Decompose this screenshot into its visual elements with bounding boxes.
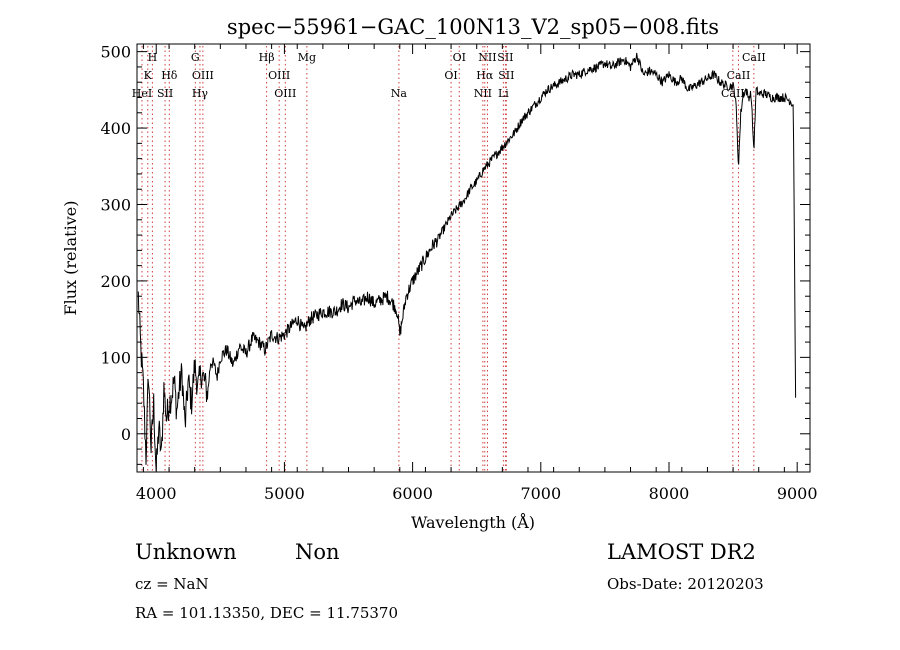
line-marker-label-16: SII <box>497 51 513 64</box>
axes-layer: 4000 5000 6000 7000 8000 9000 0 100 200 300 400 500 <box>100 43 817 503</box>
survey-name: LAMOST DR2 <box>607 540 756 564</box>
x-tick-label-0: 4000 <box>136 484 177 503</box>
y-axis-label: Flux (relative) <box>61 201 80 316</box>
line-marker-label-21: CaII <box>742 51 766 64</box>
x-tick-label-5: 9000 <box>777 484 818 503</box>
line-marker-label-22: CaII <box>727 69 751 82</box>
line-marker-label-9: OIII <box>268 69 290 82</box>
line-marker-label-13: OI <box>453 51 466 64</box>
x-tick-label-2: 6000 <box>392 484 433 503</box>
line-marker-label-1: K <box>144 69 153 82</box>
line-marker-label-11: Mg <box>298 51 316 64</box>
line-marker-label-12: Na <box>391 87 408 100</box>
object-subclass: Non <box>295 540 340 564</box>
spectrum-line <box>137 52 797 472</box>
line-marker-label-2: HeI <box>132 87 152 100</box>
line-marker-label-14: OI <box>444 69 457 82</box>
coordinates-readout: RA = 101.13350, DEC = 11.75370 <box>135 604 399 622</box>
redshift-readout: cz = NaN <box>135 575 209 593</box>
y-tick-label-0: 0 <box>121 425 131 444</box>
line-marker-label-0: H <box>148 51 158 64</box>
line-marker-label-7: Hγ <box>192 87 209 100</box>
line-marker-label-8: Hβ <box>259 51 275 64</box>
y-tick-label-1: 100 <box>100 348 131 367</box>
chart-title: spec−55961−GAC_100N13_V2_sp05−008.fits <box>227 15 719 39</box>
x-tick-label-4: 8000 <box>649 484 690 503</box>
line-marker-label-20: Li <box>498 87 509 100</box>
x-tick-label-3: 7000 <box>520 484 561 503</box>
x-axis-label: Wavelength (Å) <box>411 512 535 532</box>
x-tick-label-1: 5000 <box>264 484 305 503</box>
line-marker-label-10: OIII <box>274 87 296 100</box>
line-marker-label-3: Hδ <box>161 69 178 82</box>
y-tick-label-4: 400 <box>100 119 131 138</box>
y-tick-label-5: 500 <box>100 43 131 62</box>
line-marker-label-19: NII <box>474 87 492 100</box>
line-marker-label-23: CaII <box>721 87 745 100</box>
line-marker-label-17: Hα <box>476 69 494 82</box>
line-marker-label-6: OIII <box>192 69 214 82</box>
y-tick-label-3: 300 <box>100 196 131 215</box>
obs-date: Obs-Date: 20120203 <box>607 575 764 593</box>
object-class: Unknown <box>135 540 237 564</box>
plot-frame <box>136 43 811 473</box>
line-marker-label-4: SII <box>157 87 173 100</box>
line-marker-label-18: SII <box>498 69 514 82</box>
spectrum-series-layer <box>137 52 797 472</box>
line-marker-label-5: G <box>191 51 200 64</box>
y-tick-label-2: 200 <box>100 272 131 291</box>
line-marker-label-15: NII <box>478 51 496 64</box>
